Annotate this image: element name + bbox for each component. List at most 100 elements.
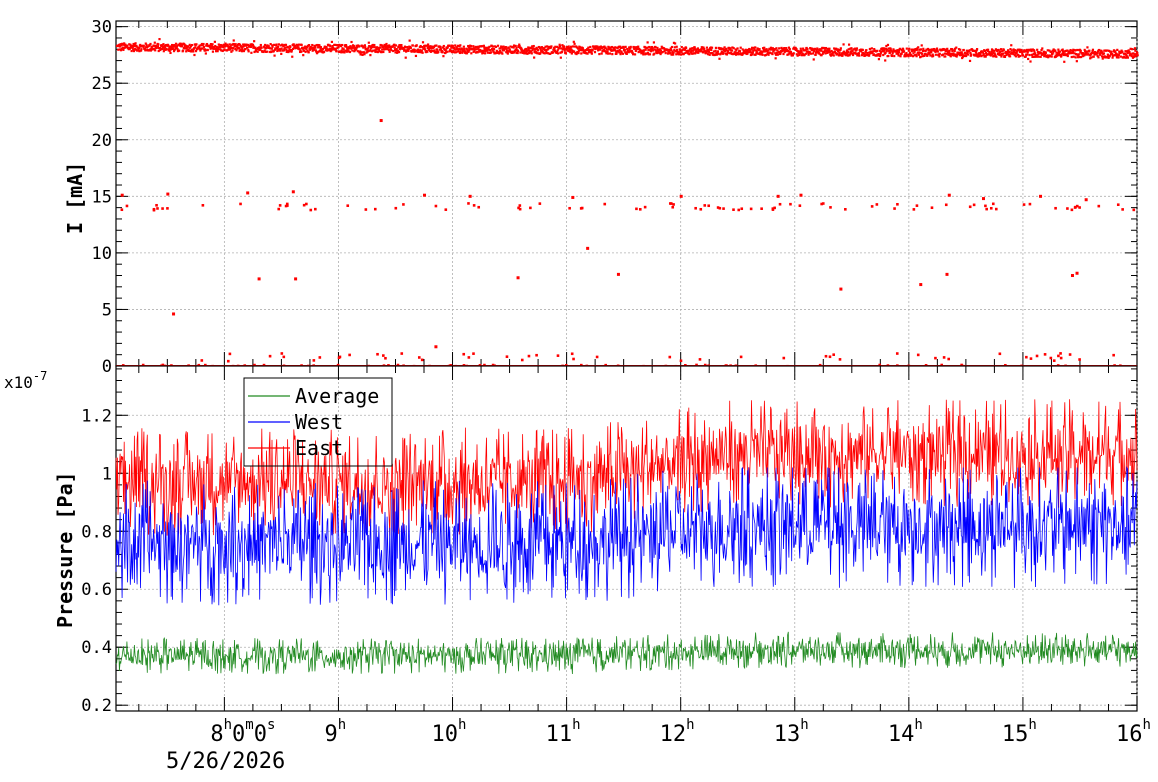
- data-point: [293, 46, 296, 49]
- data-point: [637, 45, 640, 48]
- data-point: [504, 46, 507, 49]
- data-point: [1017, 55, 1020, 58]
- data-point: [477, 47, 480, 50]
- data-point: [949, 55, 952, 58]
- data-point: [148, 44, 151, 47]
- data-point: [619, 46, 623, 50]
- data-point: [998, 352, 1002, 356]
- data-point: [538, 202, 542, 205]
- data-point: [179, 42, 182, 45]
- data-point: [575, 46, 579, 49]
- data-point: [1048, 49, 1051, 52]
- data-point: [690, 49, 693, 52]
- data-point: [773, 49, 776, 52]
- x-tick-unit: h: [338, 717, 346, 733]
- data-point: [842, 43, 845, 46]
- data-point: [615, 52, 618, 55]
- data-point: [434, 44, 437, 47]
- data-point: [677, 53, 681, 56]
- data-point: [893, 54, 896, 58]
- data-point: [518, 207, 522, 211]
- data-point: [1005, 53, 1008, 57]
- data-point: [868, 47, 871, 51]
- data-point: [1115, 52, 1118, 55]
- data-point: [826, 47, 829, 50]
- data-point: [613, 46, 616, 50]
- data-point: [314, 207, 317, 211]
- data-point: [269, 43, 272, 46]
- data-point: [234, 43, 237, 46]
- data-point: [281, 43, 284, 46]
- data-point: [1012, 48, 1015, 51]
- data-point: [472, 204, 476, 207]
- data-point: [539, 52, 542, 55]
- data-point: [399, 47, 402, 50]
- data-point: [355, 48, 358, 51]
- data-point: [926, 53, 929, 56]
- data-point: [529, 47, 533, 50]
- data-point: [606, 52, 610, 55]
- data-point: [567, 47, 570, 50]
- data-point: [459, 44, 462, 47]
- data-point: [530, 50, 533, 53]
- data-point: [1051, 52, 1054, 55]
- data-point: [659, 49, 663, 52]
- data-point: [770, 46, 773, 50]
- data-point: [446, 50, 449, 53]
- data-point: [630, 50, 634, 53]
- data-point: [314, 46, 317, 49]
- data-point: [573, 42, 576, 45]
- data-point: [130, 49, 133, 53]
- data-point: [1131, 48, 1134, 51]
- data-point: [451, 44, 454, 47]
- data-point: [312, 46, 315, 50]
- data-point: [1014, 49, 1017, 52]
- data-point: [1040, 52, 1043, 55]
- data-point: [121, 43, 125, 46]
- data-point: [611, 49, 615, 52]
- data-point: [919, 283, 923, 287]
- data-point: [232, 39, 235, 42]
- data-point: [817, 51, 820, 54]
- data-point: [1136, 54, 1139, 57]
- data-point: [120, 193, 124, 197]
- data-point: [1066, 207, 1069, 210]
- data-point: [211, 50, 215, 53]
- data-point: [1112, 54, 1115, 57]
- data-point: [664, 52, 667, 55]
- data-point: [348, 47, 351, 50]
- data-point: [213, 40, 216, 43]
- data-point: [306, 45, 309, 49]
- data-point: [361, 45, 365, 48]
- data-point: [387, 46, 390, 49]
- data-point: [870, 47, 873, 50]
- data-point: [947, 53, 950, 56]
- data-point: [442, 44, 445, 48]
- data-point: [426, 50, 429, 53]
- data-point: [260, 46, 263, 49]
- data-point: [330, 49, 333, 52]
- data-point: [569, 51, 572, 54]
- plot-frame: [115, 20, 1138, 367]
- data-point: [569, 47, 572, 50]
- data-point: [210, 46, 213, 50]
- data-point: [697, 51, 700, 54]
- data-point: [144, 42, 147, 45]
- data-point: [1046, 49, 1049, 52]
- x-tick-seconds: 0: [254, 722, 267, 747]
- data-point: [1092, 55, 1095, 58]
- data-point: [835, 47, 838, 50]
- data-point: [636, 47, 639, 50]
- data-point: [668, 48, 671, 52]
- data-point: [813, 50, 816, 53]
- data-point: [787, 50, 790, 53]
- data-point: [1119, 55, 1122, 58]
- data-point: [1078, 358, 1081, 361]
- data-point: [687, 49, 690, 52]
- data-point: [566, 49, 569, 52]
- data-point: [520, 49, 524, 52]
- data-point: [1042, 53, 1045, 56]
- data-point: [595, 355, 599, 359]
- data-point: [776, 194, 780, 198]
